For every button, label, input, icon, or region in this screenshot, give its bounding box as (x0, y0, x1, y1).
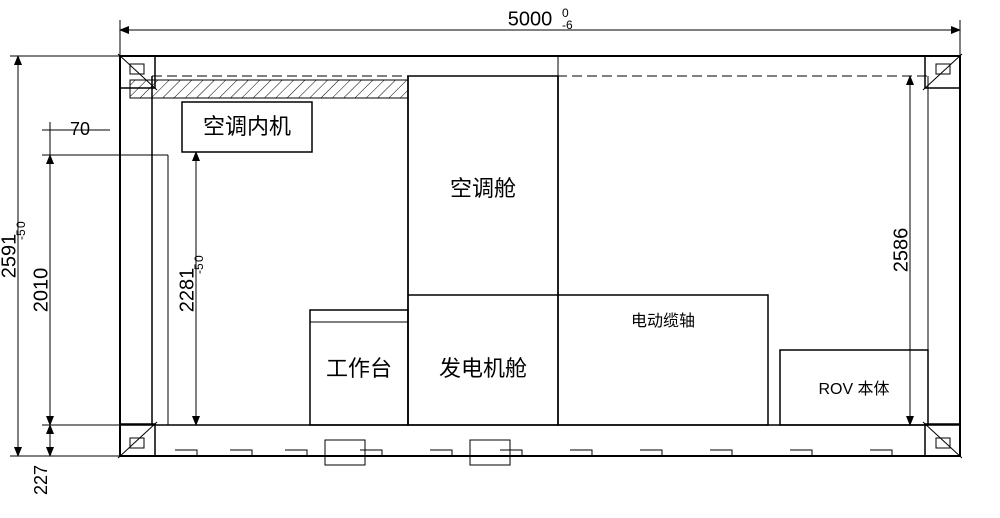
dim-overall-length-tol-l: -6 (562, 18, 573, 32)
header-beam (130, 80, 408, 98)
electric-winch: 电动缆轴 (558, 295, 768, 425)
rov-body: ROV 本体 (780, 350, 928, 425)
dim-overall-height: 2591 0 -5 (0, 56, 120, 456)
ac-compartment: 空调舱 发电机舱 (408, 76, 558, 425)
generator-room-label: 发电机舱 (439, 356, 527, 381)
workbench-label: 工作台 (326, 356, 392, 381)
dim-right-inner-h-value: 2586 (890, 228, 912, 273)
drawing-canvas: 空调内机 工作台 空调舱 发电机舱 电动缆轴 ROV 本体 5000 0 -6 (0, 0, 1000, 518)
dim-overall-height-tol-u: 0 (14, 221, 28, 228)
electric-winch-label: 电动缆轴 (631, 312, 695, 330)
ac-indoor-unit: 空调内机 (182, 102, 312, 152)
dim-inner-height-tol-u: 0 (192, 255, 206, 262)
ac-indoor-unit-label: 空调内机 (203, 114, 291, 139)
dim-inner-height: 2281 0 -5 (176, 152, 206, 425)
dim-top-return: 70 (42, 119, 110, 155)
dim-top-return-value: 70 (70, 119, 90, 139)
corner-top-right (923, 54, 962, 90)
rov-body-label: ROV 本体 (818, 380, 889, 398)
dim-overall-height-tol-l: -5 (14, 229, 28, 240)
workbench: 工作台 (310, 310, 408, 425)
dim-door-opening: 2010 (30, 155, 168, 425)
dim-overall-length: 5000 0 -6 (120, 6, 960, 56)
dim-right-inner-height: 2586 (890, 76, 912, 425)
floor-slots (175, 440, 892, 465)
corner-bottom-left (118, 422, 157, 458)
ac-compartment-label: 空调舱 (450, 176, 516, 201)
dim-overall-length-value: 5000 (508, 8, 553, 30)
dim-inner-height-tol-l: -5 (192, 263, 206, 274)
corner-bottom-right (923, 422, 962, 458)
dim-floor-depth-value: 227 (31, 465, 51, 495)
dim-floor-depth: 227 (31, 425, 51, 495)
dim-door-opening-value: 2010 (30, 268, 52, 313)
